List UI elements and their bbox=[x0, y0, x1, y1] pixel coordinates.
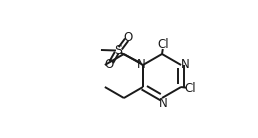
Text: S: S bbox=[115, 44, 123, 57]
Text: N: N bbox=[137, 58, 146, 71]
Text: O: O bbox=[105, 58, 114, 71]
Text: Cl: Cl bbox=[157, 38, 169, 51]
Text: N: N bbox=[158, 97, 167, 110]
Text: N: N bbox=[181, 58, 190, 71]
Text: Cl: Cl bbox=[185, 82, 196, 95]
Text: O: O bbox=[124, 31, 133, 44]
